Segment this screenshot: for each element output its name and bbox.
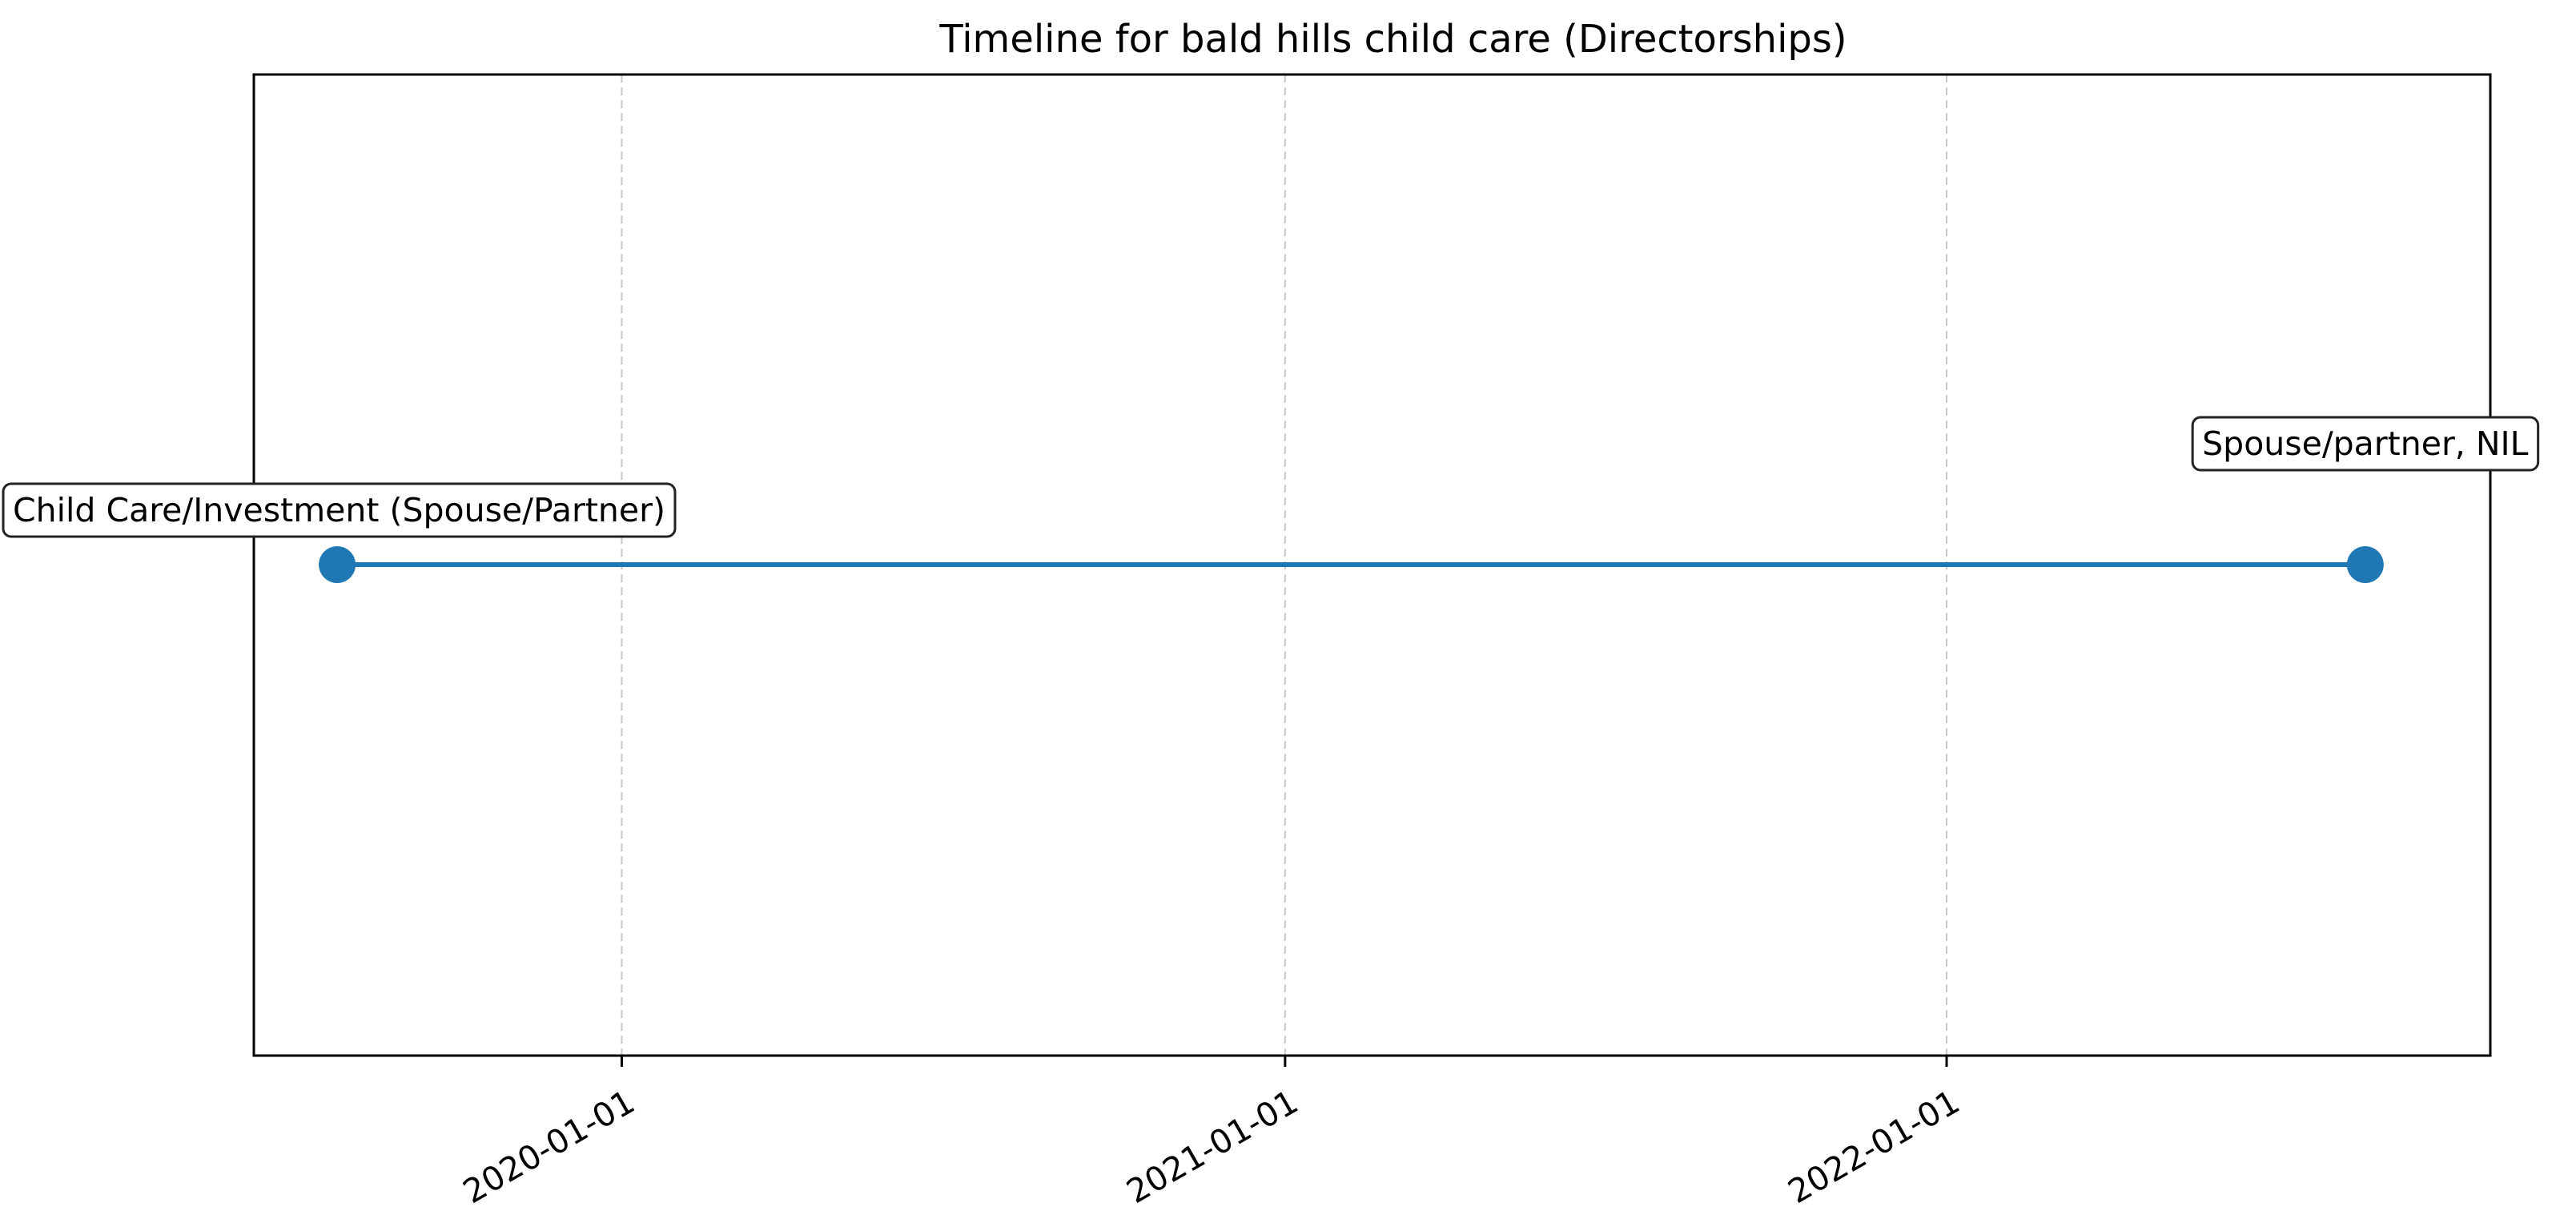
annotations-layer: Child Care/Investment (Spouse/Partner) Sp…	[2, 416, 2540, 538]
point-annotation: Spouse/partner, NIL	[2191, 416, 2540, 472]
timeline-point	[319, 546, 356, 583]
plot-area-frame	[252, 73, 2492, 1057]
chart-title: Timeline for bald hills child care (Dire…	[938, 17, 1847, 62]
timeline-point	[2346, 546, 2384, 583]
annotation-label: Spouse/partner, NIL	[2202, 424, 2528, 463]
series-layer	[319, 546, 2384, 583]
annotation-box	[2191, 416, 2540, 472]
x-axis-ticks: 2020-01-01 2021-01-01 2022-01-01	[456, 1056, 1966, 1211]
annotation-box	[2, 482, 677, 538]
point-annotation: Child Care/Investment (Spouse/Partner)	[2, 482, 677, 538]
x-tick-label: 2020-01-01	[456, 1082, 641, 1211]
x-tick-label: 2021-01-01	[1120, 1082, 1304, 1211]
x-tick-label: 2022-01-01	[1782, 1082, 1966, 1211]
annotation-label: Child Care/Investment (Spouse/Partner)	[13, 491, 665, 529]
